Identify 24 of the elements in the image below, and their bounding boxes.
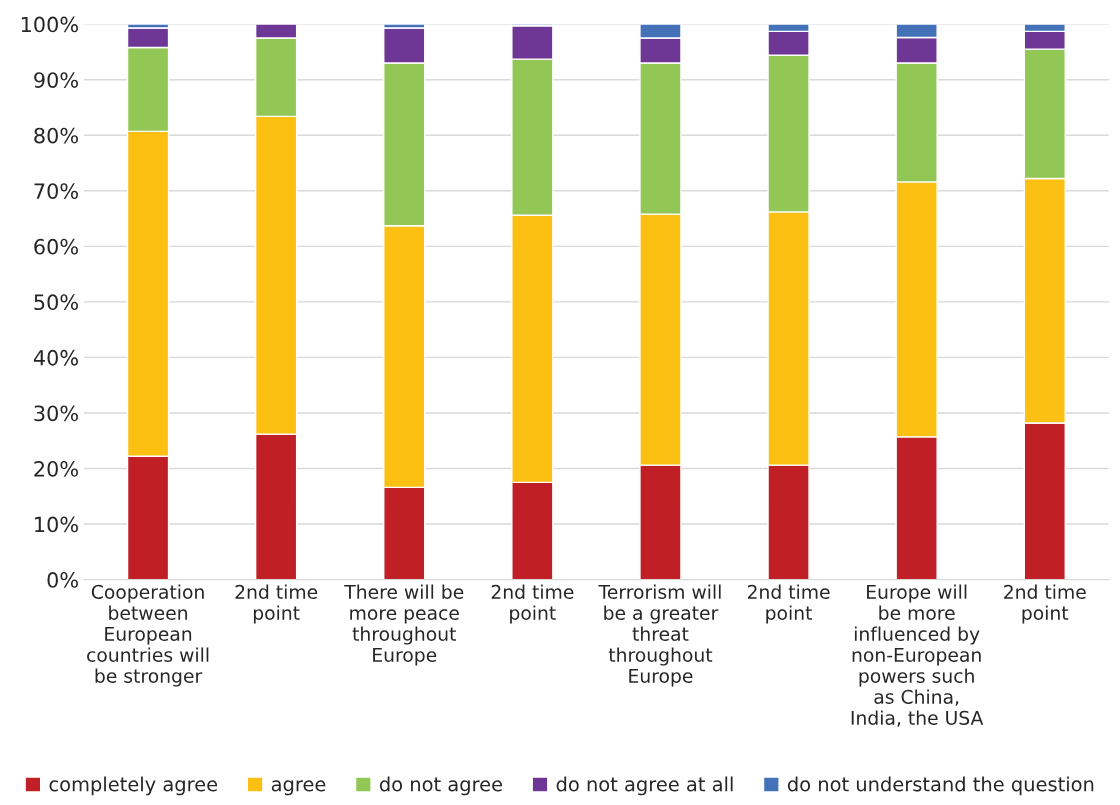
legend-label: completely agree <box>49 776 218 796</box>
x-tick-label: There will be more peace throughout Europe <box>344 584 464 666</box>
legend-label: agree <box>271 780 326 796</box>
legend-label: do not agree <box>379 776 503 796</box>
x-tick-label: 2nd time point <box>1004 584 1086 624</box>
y-tick-label: 40% <box>33 349 78 366</box>
y-tick-label: 80% <box>34 127 78 144</box>
x-tick-label: Terrorism will be a greater threat throughout Europe <box>598 584 721 687</box>
y-tick-label: 70% <box>34 183 78 199</box>
x-tick-label: 2nd time point <box>747 584 830 624</box>
y-tick-label: 50% <box>34 294 78 311</box>
x-tick-label: Europe will be more influenced by non-European powers such as China, India, the USA <box>851 584 984 727</box>
y-tick-label: 30% <box>34 405 78 422</box>
y-tick-label: 10% <box>35 516 78 533</box>
legend-label: do not agree at all <box>556 776 733 796</box>
y-tick-label: 20% <box>34 460 78 477</box>
y-tick-label: 90% <box>34 72 78 88</box>
y-tick-label: 60% <box>34 238 78 255</box>
x-tick-label: 2nd time point <box>235 584 318 624</box>
x-tick-label: Cooperation between European countries will be stronger <box>87 584 209 687</box>
y-tick-label: 100% <box>21 16 78 33</box>
y-tick-label: 0% <box>47 572 78 588</box>
legend-label: do not understand the question <box>787 776 1094 796</box>
x-tick-label: 2nd time point <box>491 584 574 624</box>
